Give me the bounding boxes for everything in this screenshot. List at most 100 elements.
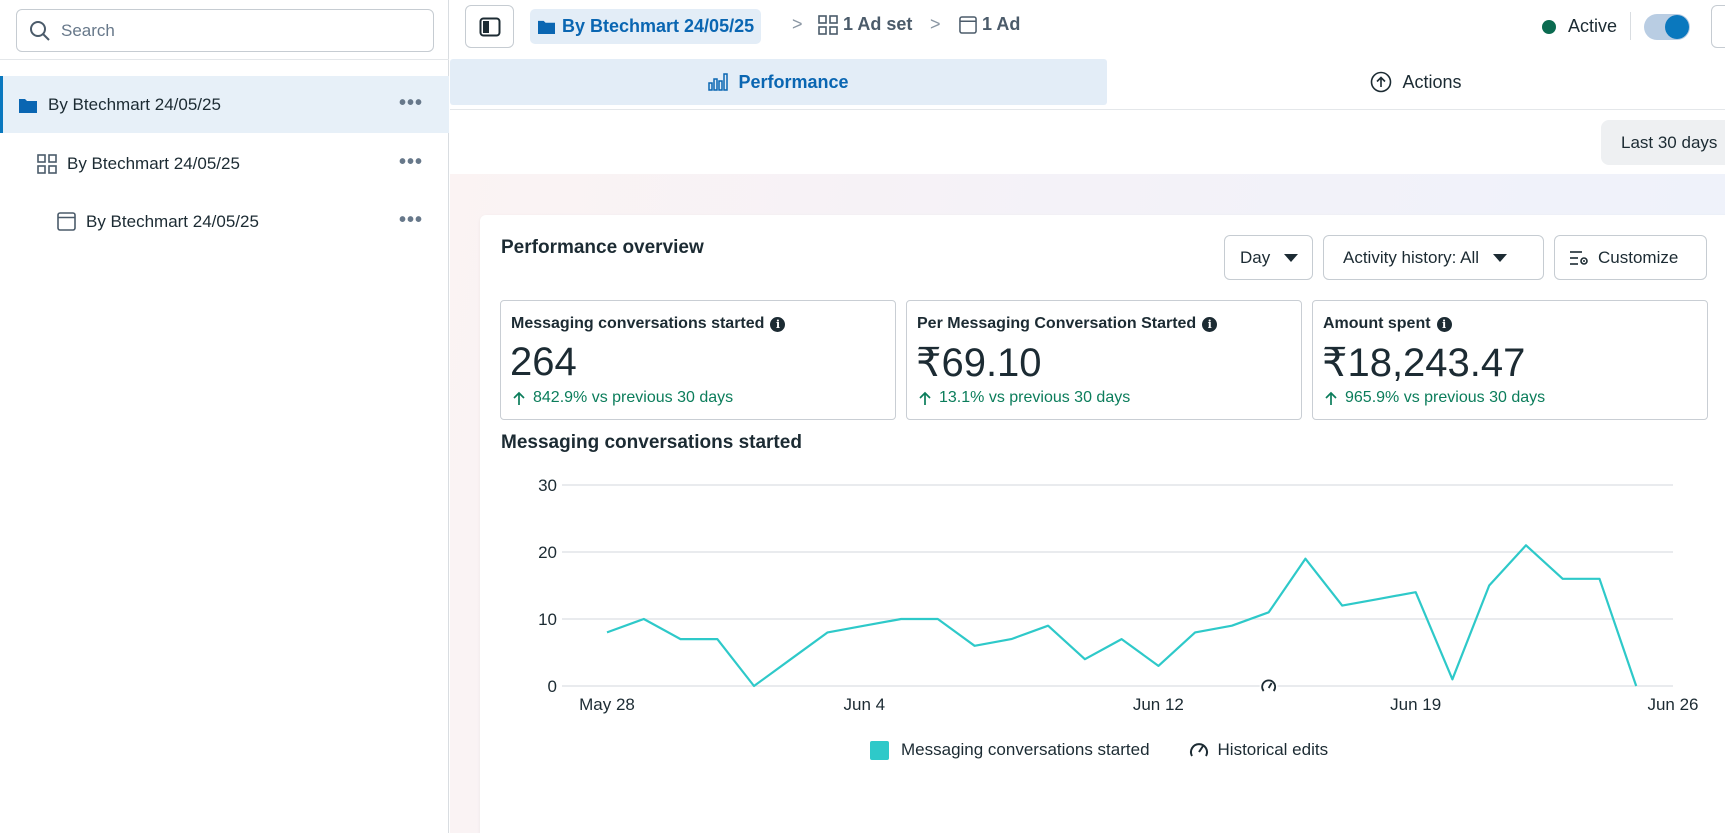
metric-card-amount-spent[interactable]: Amount spent i ₹18,243.47 965.9% vs previ… xyxy=(1312,300,1708,420)
metric-value: ₹18,243.47 xyxy=(1322,341,1526,385)
data-point[interactable] xyxy=(1082,657,1087,662)
data-point[interactable] xyxy=(1303,556,1308,561)
status-indicator: Active xyxy=(1542,16,1617,37)
historical-edit-marker[interactable] xyxy=(1259,677,1278,695)
search-box[interactable] xyxy=(16,9,434,52)
data-point[interactable] xyxy=(1597,576,1602,581)
data-point[interactable] xyxy=(1156,663,1161,668)
legend-swatch xyxy=(870,740,889,760)
tab-performance-label: Performance xyxy=(738,71,849,92)
more-options-icon[interactable]: ••• xyxy=(398,209,423,231)
tab-performance[interactable]: Performance xyxy=(450,59,1107,105)
customize-settings-icon xyxy=(1570,250,1588,265)
tree-item-ad-set[interactable]: By Btechmart 24/05/25 ••• xyxy=(0,135,449,192)
status-label: Active xyxy=(1568,16,1618,36)
breadcrumb-ad[interactable]: 1 Ad xyxy=(959,14,1020,35)
tab-actions-label: Actions xyxy=(1402,71,1462,92)
data-point[interactable] xyxy=(752,684,757,689)
customize-button[interactable]: Customize xyxy=(1554,235,1707,280)
breadcrumb-adset[interactable]: 1 Ad set xyxy=(818,14,912,35)
data-point[interactable] xyxy=(605,630,610,635)
data-point[interactable] xyxy=(1046,623,1051,628)
data-point[interactable] xyxy=(899,617,904,622)
data-point[interactable] xyxy=(1119,637,1124,642)
ad-window-icon xyxy=(57,212,76,231)
upload-circle-icon xyxy=(1371,71,1392,93)
y-tick-label: 30 xyxy=(538,476,557,495)
data-point[interactable] xyxy=(1450,677,1455,682)
data-point[interactable] xyxy=(1376,596,1381,601)
data-point[interactable] xyxy=(1266,610,1271,615)
day-dropdown-label: Day xyxy=(1240,247,1271,267)
legend-historical-edits[interactable]: Historical edits xyxy=(1188,739,1328,761)
info-icon[interactable]: i xyxy=(770,316,786,332)
data-point[interactable] xyxy=(1487,583,1492,588)
toggle-panel-button[interactable] xyxy=(465,5,514,48)
side-panel-icon xyxy=(479,17,500,36)
date-range-button[interactable]: Last 30 days xyxy=(1601,120,1725,165)
more-options-icon[interactable]: ••• xyxy=(398,92,423,114)
more-button[interactable] xyxy=(1711,5,1725,48)
performance-overview-title: Performance overview xyxy=(501,237,704,258)
info-icon[interactable]: i xyxy=(1436,316,1452,332)
tree-item-ad[interactable]: By Btechmart 24/05/25 ••• xyxy=(0,193,449,250)
breadcrumb-separator: > xyxy=(792,14,803,34)
more-options-icon[interactable]: ••• xyxy=(398,151,423,173)
metric-value: ₹69.10 xyxy=(916,341,1042,385)
metric-card-conversations[interactable]: Messaging conversations started i 264 842… xyxy=(500,300,896,420)
metric-card-cost-per-conversation[interactable]: Per Messaging Conversation Started i ₹69.… xyxy=(906,300,1302,420)
ad-window-icon xyxy=(959,15,977,34)
search-input[interactable] xyxy=(61,20,421,41)
data-point[interactable] xyxy=(1413,590,1418,595)
data-point[interactable] xyxy=(715,637,720,642)
breadcrumb-ad-label: 1 Ad xyxy=(982,14,1021,34)
chevron-down-icon xyxy=(1284,253,1299,262)
active-toggle[interactable] xyxy=(1644,14,1690,40)
data-point[interactable] xyxy=(1229,623,1234,628)
data-point[interactable] xyxy=(788,657,793,662)
chart-legend: Messaging conversations started Historic… xyxy=(870,739,1328,761)
breadcrumb-separator: > xyxy=(930,14,941,34)
metric-delta: 13.1% vs previous 30 days xyxy=(919,389,1130,407)
data-point[interactable] xyxy=(1340,603,1345,608)
breadcrumb-campaign[interactable]: By Btechmart 24/05/25 xyxy=(530,9,762,44)
historical-edit-icon xyxy=(1189,743,1208,757)
tab-bar: Performance Actions xyxy=(450,58,1725,110)
info-icon[interactable]: i xyxy=(1202,316,1218,332)
y-tick-label: 20 xyxy=(538,543,557,562)
data-point[interactable] xyxy=(1523,543,1528,548)
activity-history-dropdown[interactable]: Activity history: All xyxy=(1323,235,1544,280)
search-icon xyxy=(30,20,50,41)
metric-label: Amount spent i xyxy=(1323,315,1452,333)
data-point[interactable] xyxy=(825,630,830,635)
sidebar: By Btechmart 24/05/25 ••• By Btechmart 2… xyxy=(0,0,449,833)
line-chart[interactable]: 0 10 20 30 May 28 Jun 4 Jun 12 Jun 19 Jun 26 xyxy=(480,460,1725,730)
x-tick-label: Jun 12 xyxy=(1133,695,1184,714)
data-point[interactable] xyxy=(1634,684,1639,689)
arrow-up-icon xyxy=(919,391,931,405)
customize-label: Customize xyxy=(1598,247,1679,267)
top-bar: By Btechmart 24/05/25 > 1 Ad set > 1 Ad … xyxy=(450,0,1725,55)
tab-actions[interactable]: Actions xyxy=(1107,59,1725,105)
series-line[interactable] xyxy=(606,544,1638,688)
breadcrumb-campaign-label: By Btechmart 24/05/25 xyxy=(562,16,755,36)
data-point[interactable] xyxy=(1193,630,1198,635)
day-dropdown[interactable]: Day xyxy=(1224,235,1313,280)
ad-set-grid-icon xyxy=(37,153,57,174)
bar-chart-icon xyxy=(708,73,729,91)
data-point[interactable] xyxy=(641,617,646,622)
status-dot-icon xyxy=(1542,19,1556,34)
data-point[interactable] xyxy=(935,617,940,622)
tree-item-label: By Btechmart 24/05/25 xyxy=(86,211,259,231)
data-point[interactable] xyxy=(1009,637,1014,642)
y-tick-label: 10 xyxy=(538,610,557,629)
tree-item-campaign[interactable]: By Btechmart 24/05/25 ••• xyxy=(0,76,449,133)
data-point[interactable] xyxy=(1560,576,1565,581)
data-point[interactable] xyxy=(862,623,867,628)
data-point[interactable] xyxy=(972,643,977,648)
chevron-down-icon xyxy=(1493,253,1508,262)
x-tick-label: May 28 xyxy=(579,695,635,714)
data-point[interactable] xyxy=(678,637,683,642)
ad-set-grid-icon xyxy=(818,14,838,35)
activity-history-label: Activity history: All xyxy=(1343,247,1480,267)
